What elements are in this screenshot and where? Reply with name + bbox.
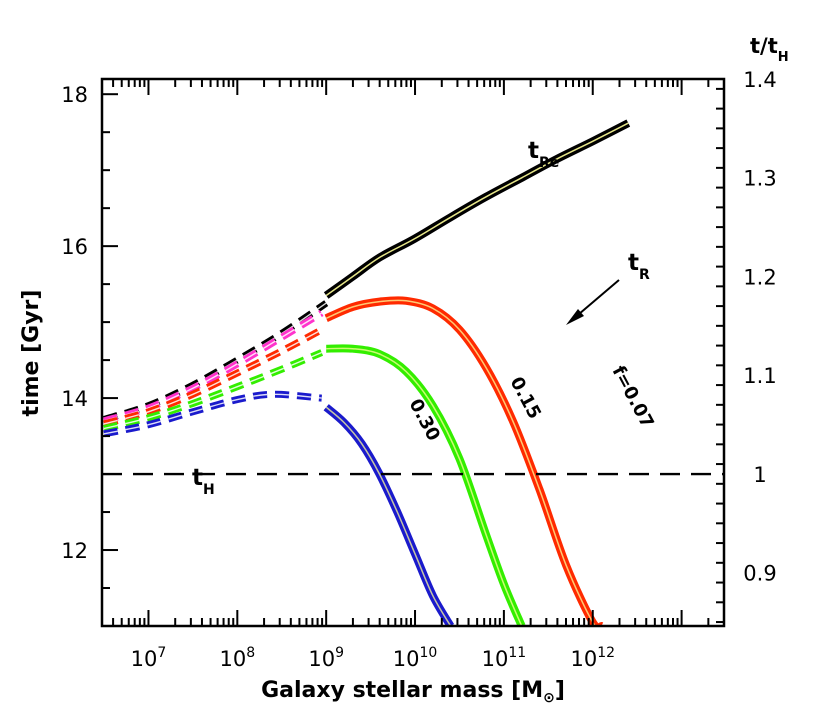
y2-tick-label: 1.3 [743, 167, 776, 191]
y-tick-label: 14 [61, 387, 88, 411]
y-tick-label: 12 [61, 539, 88, 563]
x-tick-label: 109 [308, 645, 344, 671]
y2-tick-label: 1 [753, 463, 766, 487]
x-tick-label: 107 [131, 645, 167, 671]
hubble-time-label: tH [192, 465, 215, 498]
series-t-re-core [325, 122, 629, 297]
series-ext-blue-core [103, 393, 322, 435]
y-tick-label: 16 [61, 235, 88, 259]
y2-tick-label: 0.9 [743, 562, 776, 586]
x-tick-label: 1010 [393, 645, 438, 671]
series-0-15-core [326, 347, 523, 626]
tr-label: tR [628, 250, 650, 283]
y2-tick-label: 1.1 [743, 364, 776, 388]
series-ext-red-core [103, 329, 323, 425]
y-axis-title: time [Gyr] [19, 290, 44, 417]
series-ext-green-core [103, 351, 322, 430]
x-tick-label: 1012 [570, 645, 615, 671]
series-f-0-07-core [325, 299, 602, 626]
y2-tick-label: 1.2 [743, 265, 776, 289]
y-tick-label: 18 [61, 83, 88, 107]
series-ext-magenta-core [103, 312, 323, 422]
y2-tick-label: 1.4 [743, 68, 776, 92]
series-0-30-core [325, 406, 452, 626]
x-tick-label: 108 [219, 645, 255, 671]
tr-arrow-head [566, 309, 584, 325]
plot-frame [100, 77, 726, 628]
x-tick-label: 1011 [482, 645, 527, 671]
x-axis-title: Galaxy stellar mass [M⊙] [261, 678, 565, 706]
y2-axis-title: t/tH [750, 34, 789, 65]
tre-label: tRe [528, 138, 559, 171]
